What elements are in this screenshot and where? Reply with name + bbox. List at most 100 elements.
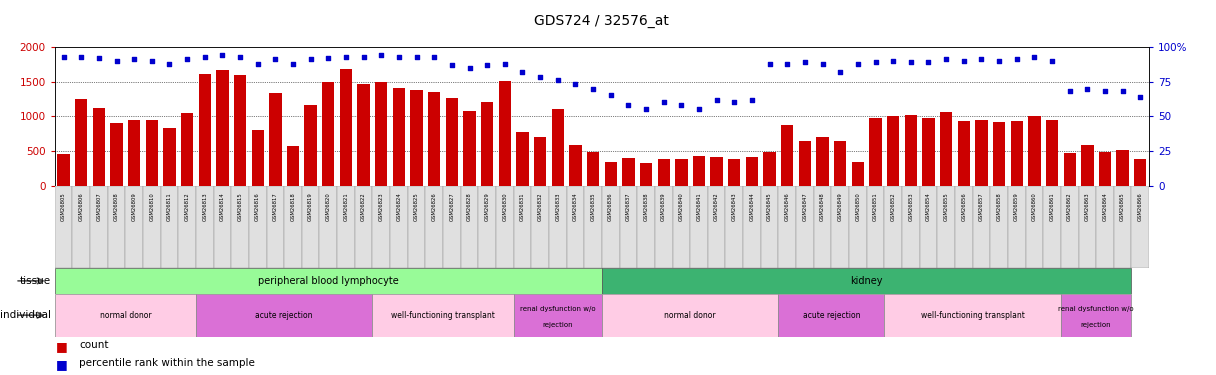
Bar bbox=[302, 186, 320, 268]
Bar bbox=[990, 186, 1008, 268]
Text: GSM26818: GSM26818 bbox=[291, 192, 295, 221]
Point bbox=[1131, 94, 1150, 100]
Bar bbox=[108, 186, 125, 268]
Text: GSM26852: GSM26852 bbox=[890, 192, 896, 221]
Point bbox=[424, 54, 444, 60]
Text: GSM26849: GSM26849 bbox=[838, 192, 843, 221]
Bar bbox=[372, 186, 390, 268]
Point bbox=[89, 55, 108, 61]
Bar bbox=[655, 186, 672, 268]
Point bbox=[866, 59, 885, 65]
Bar bbox=[955, 186, 973, 268]
Bar bbox=[358, 84, 370, 186]
Point bbox=[1007, 56, 1026, 62]
Text: GSM26826: GSM26826 bbox=[432, 192, 437, 221]
Bar bbox=[1025, 186, 1043, 268]
Text: renal dysfunction w/o: renal dysfunction w/o bbox=[520, 306, 596, 312]
Bar bbox=[1043, 186, 1060, 268]
Point bbox=[689, 106, 709, 112]
Bar bbox=[55, 268, 602, 294]
Text: GSM26834: GSM26834 bbox=[573, 192, 578, 221]
Bar bbox=[884, 186, 902, 268]
Point bbox=[884, 58, 903, 64]
Bar bbox=[902, 186, 919, 268]
Text: GSM26846: GSM26846 bbox=[784, 192, 789, 221]
Point bbox=[742, 97, 761, 103]
Bar bbox=[640, 164, 652, 186]
Text: GSM26837: GSM26837 bbox=[626, 192, 631, 221]
Bar bbox=[849, 186, 867, 268]
Text: normal donor: normal donor bbox=[100, 310, 151, 320]
Text: GSM26838: GSM26838 bbox=[643, 192, 648, 221]
Point bbox=[955, 58, 974, 64]
Point bbox=[1077, 86, 1097, 92]
Text: GSM26842: GSM26842 bbox=[714, 192, 719, 221]
Bar bbox=[410, 90, 423, 186]
Bar bbox=[499, 81, 511, 186]
Text: GSM26830: GSM26830 bbox=[502, 192, 507, 221]
Text: GDS724 / 32576_at: GDS724 / 32576_at bbox=[535, 14, 669, 28]
Text: GSM26851: GSM26851 bbox=[873, 192, 878, 221]
Text: GSM26835: GSM26835 bbox=[591, 192, 596, 221]
Bar bbox=[513, 186, 531, 268]
Point bbox=[178, 56, 197, 62]
Text: GSM26823: GSM26823 bbox=[378, 192, 384, 221]
Bar bbox=[249, 186, 266, 268]
Text: GSM26850: GSM26850 bbox=[855, 192, 861, 221]
Text: acute rejection: acute rejection bbox=[255, 310, 313, 320]
Bar bbox=[675, 159, 687, 186]
Bar bbox=[446, 98, 458, 186]
Point bbox=[919, 59, 939, 65]
Bar bbox=[922, 118, 935, 186]
Text: GSM26824: GSM26824 bbox=[396, 192, 401, 221]
Bar bbox=[1114, 186, 1131, 268]
Point bbox=[337, 54, 356, 60]
Bar bbox=[266, 186, 285, 268]
Bar bbox=[761, 186, 778, 268]
Bar bbox=[905, 115, 917, 186]
Point bbox=[230, 54, 249, 60]
Text: GSM26814: GSM26814 bbox=[220, 192, 225, 221]
Bar bbox=[55, 294, 196, 337]
Text: GSM26861: GSM26861 bbox=[1049, 192, 1054, 221]
Bar bbox=[1046, 120, 1058, 186]
Bar bbox=[637, 186, 655, 268]
Text: kidney: kidney bbox=[850, 276, 883, 286]
Point bbox=[1096, 88, 1115, 94]
Bar bbox=[710, 157, 722, 186]
Bar bbox=[55, 186, 73, 268]
Point bbox=[706, 97, 726, 103]
Point bbox=[565, 81, 585, 87]
Text: GSM26860: GSM26860 bbox=[1032, 192, 1037, 221]
Bar bbox=[816, 137, 829, 186]
Text: rejection: rejection bbox=[1081, 322, 1111, 328]
Bar bbox=[814, 186, 832, 268]
Bar bbox=[1029, 116, 1041, 186]
Point bbox=[1042, 58, 1062, 64]
Text: tissue: tissue bbox=[19, 276, 51, 286]
Bar bbox=[443, 186, 461, 268]
Point bbox=[283, 60, 303, 66]
Point bbox=[584, 86, 603, 92]
Bar bbox=[517, 132, 529, 186]
Bar bbox=[496, 186, 513, 268]
Bar bbox=[693, 156, 705, 186]
Point bbox=[1025, 54, 1045, 60]
Text: GSM26821: GSM26821 bbox=[343, 192, 349, 221]
Text: GSM26812: GSM26812 bbox=[185, 192, 190, 221]
Bar bbox=[552, 110, 564, 186]
Point bbox=[478, 62, 497, 68]
Point bbox=[619, 102, 638, 108]
Point bbox=[407, 54, 427, 60]
Text: GSM26805: GSM26805 bbox=[61, 192, 66, 221]
Text: ■: ■ bbox=[56, 340, 68, 353]
Bar bbox=[214, 186, 231, 268]
Point bbox=[831, 69, 850, 75]
Text: rejection: rejection bbox=[542, 322, 573, 328]
Bar bbox=[869, 118, 882, 186]
Text: GSM26828: GSM26828 bbox=[467, 192, 472, 221]
Text: GSM26808: GSM26808 bbox=[114, 192, 119, 221]
Bar bbox=[587, 152, 599, 186]
Text: GSM26865: GSM26865 bbox=[1120, 192, 1125, 221]
Point bbox=[54, 54, 73, 60]
